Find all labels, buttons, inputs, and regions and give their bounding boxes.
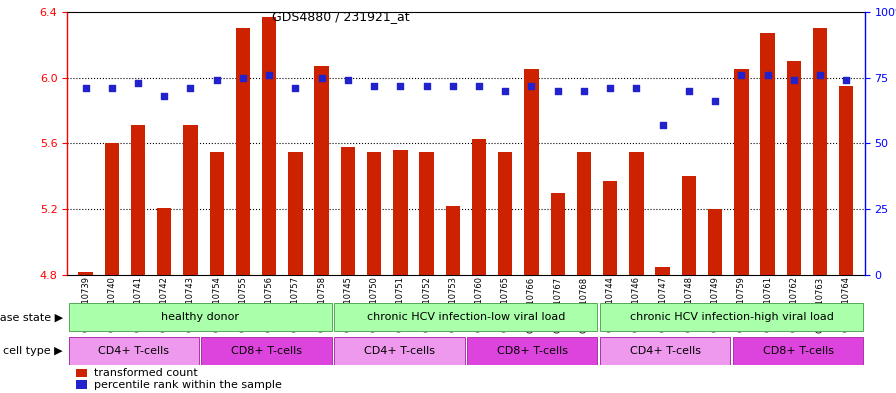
Bar [550,193,565,275]
Bar [131,125,145,275]
Point [577,88,591,94]
Bar [76,380,87,389]
Bar [498,152,513,275]
Bar [472,138,487,275]
FancyBboxPatch shape [600,337,730,365]
Point [734,72,748,78]
Bar [419,152,434,275]
Point [524,83,538,89]
Text: GDS4880 / 231921_at: GDS4880 / 231921_at [271,10,409,23]
Bar [787,61,801,275]
Point [629,85,643,91]
Bar [76,369,87,377]
Point [393,83,408,89]
Bar [813,28,827,275]
FancyBboxPatch shape [68,303,332,331]
Bar [184,125,198,275]
Point [550,88,564,94]
Bar [577,152,591,275]
Point [105,85,119,91]
Bar [262,17,276,275]
Point [445,83,460,89]
FancyBboxPatch shape [600,303,864,331]
Point [708,98,722,105]
Point [210,77,224,83]
Bar [157,208,171,275]
FancyBboxPatch shape [334,337,465,365]
Point [262,72,276,78]
Point [289,85,303,91]
Text: CD8+ T-cells: CD8+ T-cells [762,346,833,356]
Bar [366,152,382,275]
Text: healthy donor: healthy donor [161,312,239,322]
FancyBboxPatch shape [68,337,199,365]
Bar [314,66,329,275]
Point [131,80,145,86]
Point [314,75,329,81]
FancyBboxPatch shape [202,337,332,365]
Text: transformed count: transformed count [94,368,198,378]
Bar [210,152,224,275]
Bar [761,33,775,275]
Text: cell type ▶: cell type ▶ [3,346,63,356]
Text: CD4+ T-cells: CD4+ T-cells [99,346,169,356]
Point [787,77,801,83]
FancyBboxPatch shape [467,337,598,365]
Point [367,83,382,89]
Bar [734,70,748,275]
Point [472,83,487,89]
Bar [78,272,93,275]
Bar [105,143,119,275]
Bar [445,206,460,275]
Text: chronic HCV infection-low viral load: chronic HCV infection-low viral load [366,312,565,322]
Bar [839,86,854,275]
Text: percentile rank within the sample: percentile rank within the sample [94,380,282,390]
Text: disease state ▶: disease state ▶ [0,312,63,322]
Bar [656,267,670,275]
Text: CD4+ T-cells: CD4+ T-cells [630,346,701,356]
Bar [603,181,617,275]
Point [656,122,670,128]
FancyBboxPatch shape [733,337,864,365]
Point [236,75,250,81]
Bar [524,70,538,275]
Text: chronic HCV infection-high viral load: chronic HCV infection-high viral load [630,312,833,322]
Point [78,85,92,91]
Bar [682,176,696,275]
Bar [236,28,250,275]
Point [813,72,827,78]
Point [682,88,696,94]
Bar [289,152,303,275]
Point [184,85,198,91]
Point [340,77,355,83]
Point [840,77,854,83]
Point [498,88,513,94]
FancyBboxPatch shape [334,303,598,331]
Bar [629,152,643,275]
Point [419,83,434,89]
Text: CD4+ T-cells: CD4+ T-cells [364,346,435,356]
Point [157,93,171,99]
Bar [708,209,722,275]
Bar [393,150,408,275]
Bar [340,147,355,275]
Point [761,72,775,78]
Text: CD8+ T-cells: CD8+ T-cells [231,346,302,356]
Text: CD8+ T-cells: CD8+ T-cells [497,346,568,356]
Point [603,85,617,91]
